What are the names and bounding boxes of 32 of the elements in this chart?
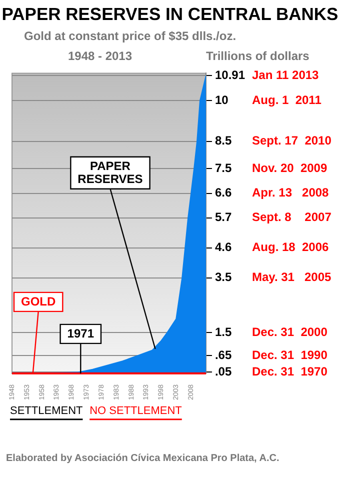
chart-title: PAPER RESERVES IN CENTRAL BANKS <box>0 3 340 25</box>
y-axis-title: Trillions of dollars <box>206 49 310 63</box>
text: Sept. 17 2010 <box>252 134 332 148</box>
text: Jan 11 2013 <box>252 68 320 82</box>
y-tick-label: .65 <box>214 348 232 362</box>
y-tick-label: 4.6 <box>214 240 232 254</box>
y-tick-label: 3.5 <box>214 270 232 284</box>
y-tick-label: 1.5 <box>214 324 232 339</box>
y-tick-label: 10.91 <box>214 68 246 82</box>
text: May. 31 2005 <box>252 270 332 284</box>
y-tick-label: 5.7 <box>214 210 232 224</box>
text: Sept. 8 2007 <box>252 210 332 224</box>
text: Dec. 31 2000 <box>252 324 328 339</box>
text: Dec. 31 1970 <box>252 364 328 378</box>
text: Aug. 18 2006 <box>252 240 330 254</box>
annotation: GOLD <box>20 294 56 309</box>
y-tick-label: 10 <box>214 92 229 107</box>
text: NO SETTLEMENT <box>90 404 182 417</box>
text: SETTLEMENT <box>10 404 84 417</box>
annotation: 1971 <box>67 326 94 341</box>
y-tick-label: 8.5 <box>214 134 232 148</box>
text: Apr. 13 2008 <box>252 186 330 200</box>
text: Dec. 31 1990 <box>252 348 328 362</box>
chart-subtitle: Gold at constant price of $35 dlls./oz. <box>24 29 238 43</box>
y-tick-label: 6.6 <box>214 186 232 200</box>
text: 1948 - 2013 <box>66 49 134 63</box>
text: Elaborated by Asociación Cívica Mexicana Pro Plata, A.C. <box>6 453 280 464</box>
text: Aug. 1 2011 <box>252 92 322 107</box>
annotation: PAPER RESERVES <box>78 159 143 186</box>
y-tick-label: 7.5 <box>214 161 232 176</box>
y-tick-label: .05 <box>214 364 232 378</box>
text: Nov. 20 2009 <box>252 161 328 176</box>
